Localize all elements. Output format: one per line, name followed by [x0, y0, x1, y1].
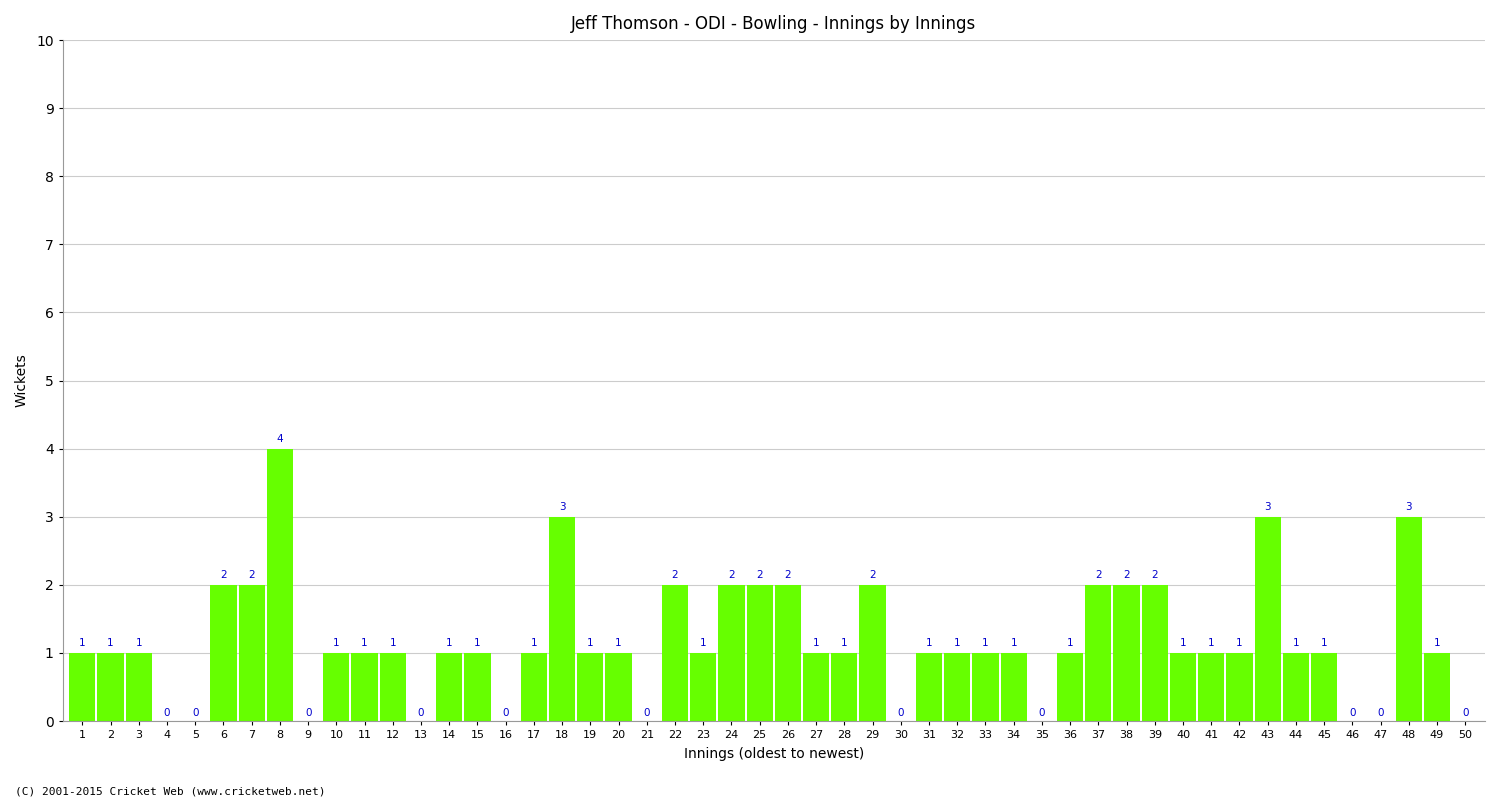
Text: 1: 1 [108, 638, 114, 648]
Bar [1084, 585, 1112, 721]
Text: 0: 0 [304, 708, 312, 718]
Text: 0: 0 [644, 708, 650, 718]
Text: 0: 0 [1462, 708, 1468, 718]
Text: 1: 1 [1236, 638, 1244, 648]
Bar [1424, 653, 1450, 721]
Bar [1282, 653, 1310, 721]
Bar [1227, 653, 1252, 721]
Bar [1142, 585, 1168, 721]
Bar [916, 653, 942, 721]
Bar [436, 653, 462, 721]
Text: 2: 2 [728, 570, 735, 580]
Text: 0: 0 [192, 708, 198, 718]
Text: 0: 0 [503, 708, 509, 718]
Text: 2: 2 [249, 570, 255, 580]
Bar [1113, 585, 1140, 721]
Text: 2: 2 [1124, 570, 1130, 580]
Text: 1: 1 [982, 638, 988, 648]
Bar [747, 585, 772, 721]
Bar [1254, 517, 1281, 721]
Text: 2: 2 [672, 570, 678, 580]
X-axis label: Innings (oldest to newest): Innings (oldest to newest) [684, 747, 864, 761]
Text: 2: 2 [1152, 570, 1158, 580]
Text: (C) 2001-2015 Cricket Web (www.cricketweb.net): (C) 2001-2015 Cricket Web (www.cricketwe… [15, 786, 326, 796]
Bar [69, 653, 96, 721]
Bar [606, 653, 631, 721]
Text: 1: 1 [813, 638, 819, 648]
Text: 0: 0 [1348, 708, 1356, 718]
Text: 2: 2 [220, 570, 226, 580]
Bar [776, 585, 801, 721]
Bar [1170, 653, 1196, 721]
Text: 1: 1 [954, 638, 960, 648]
Text: 0: 0 [1038, 708, 1046, 718]
Bar [972, 653, 999, 721]
Text: 1: 1 [926, 638, 933, 648]
Text: 1: 1 [362, 638, 368, 648]
Text: 2: 2 [756, 570, 764, 580]
Bar [126, 653, 152, 721]
Text: 1: 1 [842, 638, 848, 648]
Text: 0: 0 [897, 708, 904, 718]
Text: 1: 1 [390, 638, 396, 648]
Bar [1311, 653, 1338, 721]
Text: 2: 2 [784, 570, 790, 580]
Text: 1: 1 [1322, 638, 1328, 648]
Bar [351, 653, 378, 721]
Text: 1: 1 [1179, 638, 1186, 648]
Bar [98, 653, 123, 721]
Text: 1: 1 [135, 638, 142, 648]
Text: 1: 1 [1208, 638, 1215, 648]
Text: 3: 3 [1264, 502, 1270, 512]
Text: 1: 1 [474, 638, 482, 648]
Text: 2: 2 [1095, 570, 1101, 580]
Bar [944, 653, 970, 721]
Text: 1: 1 [586, 638, 594, 648]
Text: 2: 2 [870, 570, 876, 580]
Text: 0: 0 [419, 708, 424, 718]
Bar [210, 585, 237, 721]
Text: 1: 1 [333, 638, 339, 648]
Bar [549, 517, 576, 721]
Text: 1: 1 [446, 638, 453, 648]
Bar [859, 585, 885, 721]
Text: 1: 1 [80, 638, 86, 648]
Bar [1000, 653, 1028, 721]
Title: Jeff Thomson - ODI - Bowling - Innings by Innings: Jeff Thomson - ODI - Bowling - Innings b… [572, 15, 976, 33]
Bar [690, 653, 717, 721]
Text: 1: 1 [531, 638, 537, 648]
Bar [465, 653, 490, 721]
Bar [662, 585, 688, 721]
Text: 1: 1 [700, 638, 706, 648]
Text: 1: 1 [615, 638, 622, 648]
Text: 1: 1 [1011, 638, 1017, 648]
Bar [238, 585, 266, 721]
Text: 3: 3 [560, 502, 566, 512]
Bar [831, 653, 858, 721]
Text: 0: 0 [1377, 708, 1384, 718]
Bar [578, 653, 603, 721]
Text: 0: 0 [164, 708, 171, 718]
Bar [1198, 653, 1224, 721]
Bar [718, 585, 744, 721]
Text: 1: 1 [1293, 638, 1299, 648]
Text: 3: 3 [1406, 502, 1411, 512]
Bar [267, 449, 292, 721]
Bar [322, 653, 350, 721]
Bar [1395, 517, 1422, 721]
Bar [520, 653, 548, 721]
Text: 1: 1 [1434, 638, 1440, 648]
Bar [802, 653, 830, 721]
Y-axis label: Wickets: Wickets [15, 354, 28, 407]
Bar [1058, 653, 1083, 721]
Text: 4: 4 [276, 434, 284, 444]
Text: 1: 1 [1066, 638, 1074, 648]
Bar [380, 653, 406, 721]
